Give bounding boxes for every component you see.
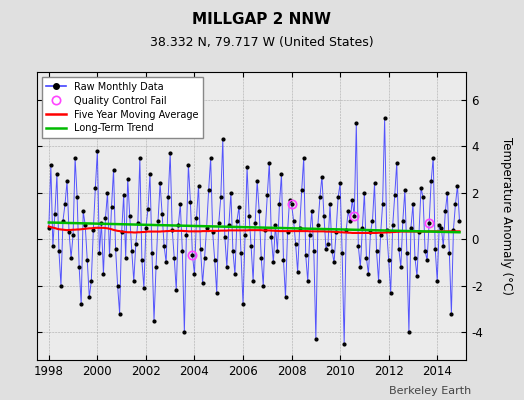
Text: Berkeley Earth: Berkeley Earth (389, 386, 472, 396)
Text: MILLGAP 2 NNW: MILLGAP 2 NNW (192, 12, 332, 27)
Text: 38.332 N, 79.717 W (United States): 38.332 N, 79.717 W (United States) (150, 36, 374, 49)
Y-axis label: Temperature Anomaly (°C): Temperature Anomaly (°C) (500, 137, 513, 295)
Legend: Raw Monthly Data, Quality Control Fail, Five Year Moving Average, Long-Term Tren: Raw Monthly Data, Quality Control Fail, … (41, 77, 203, 138)
